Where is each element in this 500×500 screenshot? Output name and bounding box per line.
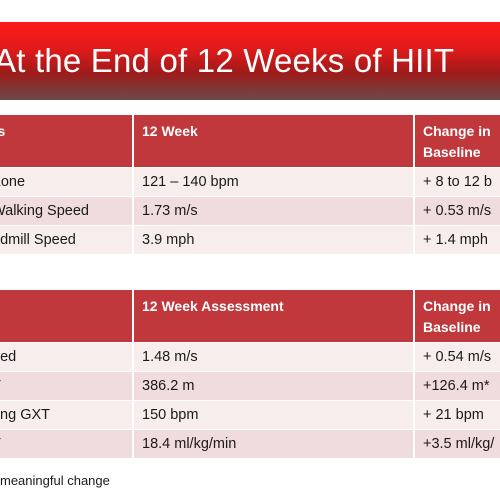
header-cell-change: Change in Baseline [413, 290, 500, 342]
header-cell-change: Change in Baseline [413, 115, 500, 167]
table-row: T 18.4 ml/kg/min +3.5 ml/kg/ [0, 428, 500, 458]
row-label: eed [0, 341, 133, 371]
row-change: + 8 to 12 b [413, 166, 500, 196]
row-value: 121 – 140 bpm [132, 166, 414, 196]
header-cell-12-week: 12 Week [132, 115, 414, 167]
row-label: Walking Speed [0, 195, 133, 225]
row-change: + 0.53 m/s [413, 195, 500, 225]
row-label: admill Speed [0, 224, 133, 254]
results-table-1: rs 12 Week Change in Baseline Zone 121 –… [0, 115, 500, 254]
row-value: 3.9 mph [132, 224, 414, 254]
table-header-row: 12 Week Assessment Change in Baseline [0, 290, 500, 342]
row-change: + 21 bpm [413, 399, 500, 429]
table-row: eed 1.48 m/s + 0.54 m/s [0, 341, 500, 371]
table-row: Walking Speed 1.73 m/s + 0.53 m/s [0, 195, 500, 225]
row-change: +3.5 ml/kg/ [413, 428, 500, 458]
row-value: 18.4 ml/kg/min [132, 428, 414, 458]
row-label: ring GXT [0, 399, 133, 429]
footnote: meaningful change [0, 473, 110, 488]
table-row: Zone 121 – 140 bpm + 8 to 12 b [0, 166, 500, 196]
row-change: + 0.54 m/s [413, 341, 500, 371]
slide-title: At the End of 12 Weeks of HIIT [0, 42, 455, 79]
header-cell-12-week-assessment: 12 Week Assessment [132, 290, 414, 342]
row-change: +126.4 m* [413, 370, 500, 400]
table-header-row: rs 12 Week Change in Baseline [0, 115, 500, 167]
row-value: 150 bpm [132, 399, 414, 429]
row-change: + 1.4 mph [413, 224, 500, 254]
header-cell-parameters: rs [0, 115, 133, 167]
table-row: admill Speed 3.9 mph + 1.4 mph [0, 224, 500, 254]
row-label: T [0, 428, 133, 458]
row-value: 386.2 m [132, 370, 414, 400]
results-table-2: 12 Week Assessment Change in Baseline ee… [0, 290, 500, 458]
table-row: ring GXT 150 bpm + 21 bpm [0, 399, 500, 429]
row-value: 1.73 m/s [132, 195, 414, 225]
row-label: T [0, 370, 133, 400]
row-value: 1.48 m/s [132, 341, 414, 371]
row-label: Zone [0, 166, 133, 196]
table-row: T 386.2 m +126.4 m* [0, 370, 500, 400]
header-cell-assessment [0, 290, 133, 342]
title-bar: At the End of 12 Weeks of HIIT [0, 22, 500, 100]
